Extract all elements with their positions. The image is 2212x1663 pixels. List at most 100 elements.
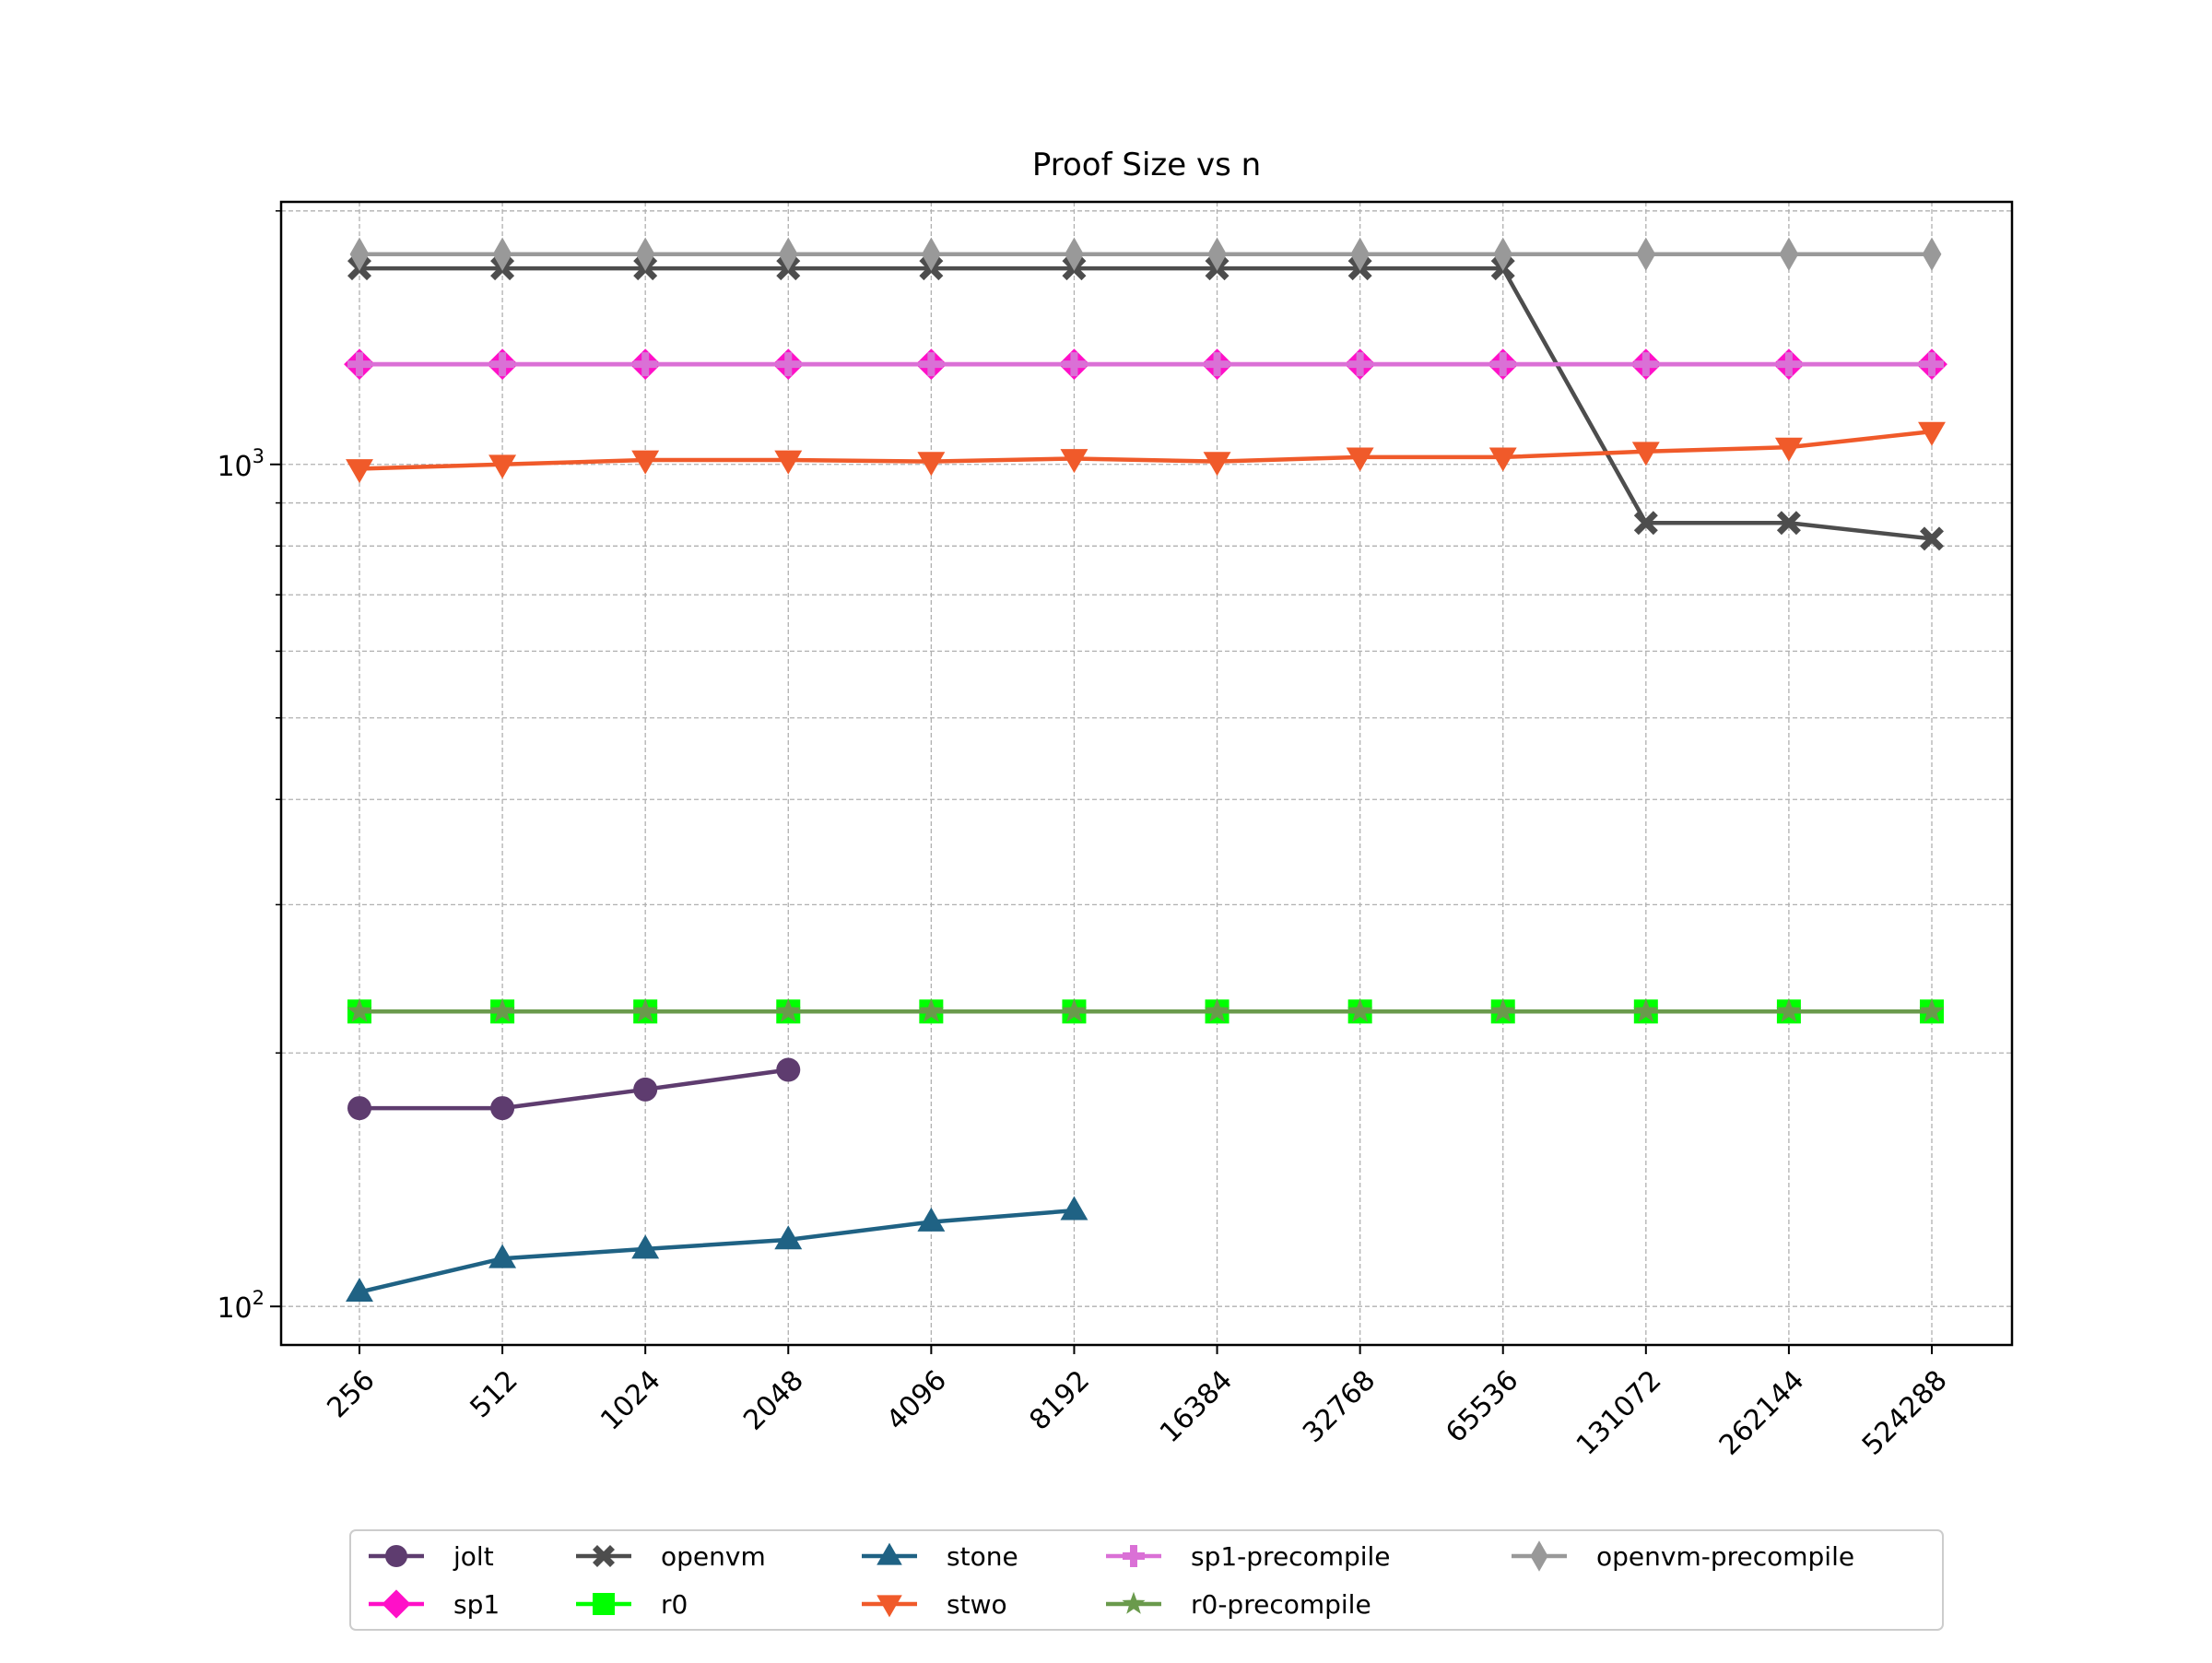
- marker-triangle-down: [1060, 449, 1088, 474]
- marker-x: [1633, 511, 1658, 536]
- marker-triangle-down: [877, 1595, 902, 1618]
- marker-thin-diamond: [349, 237, 370, 271]
- marker-star: [632, 998, 658, 1022]
- marker-thin-diamond: [921, 237, 941, 271]
- marker-triangle-up: [631, 1234, 660, 1259]
- series-r0-precompile: [347, 998, 1945, 1022]
- marker-star: [918, 998, 944, 1022]
- marker-plus: [776, 352, 801, 377]
- marker-star: [1204, 998, 1230, 1022]
- y-tick-label: 103: [217, 445, 265, 483]
- marker-triangle-down: [917, 452, 946, 477]
- marker-triangle-down: [1774, 437, 1803, 462]
- marker-triangle-down: [1488, 447, 1517, 472]
- legend-label: stone: [947, 1541, 1018, 1572]
- marker-square: [593, 1593, 615, 1615]
- marker-plus: [1347, 352, 1372, 377]
- marker-plus: [1920, 352, 1944, 377]
- marker-thin-diamond: [492, 237, 512, 271]
- x-tick-label: 65536: [1440, 1364, 1524, 1449]
- marker-thin-diamond: [1065, 237, 1084, 271]
- legend-label: openvm-precompile: [1596, 1541, 1854, 1572]
- legend-label: sp1-precompile: [1191, 1541, 1391, 1572]
- marker-triangle-up: [346, 1278, 373, 1303]
- x-tick-label: 32768: [1297, 1364, 1382, 1449]
- marker-plus: [633, 352, 658, 377]
- marker-star: [1776, 998, 1802, 1022]
- x-tick-label: 16384: [1154, 1364, 1239, 1449]
- legend-label: stwo: [947, 1589, 1007, 1620]
- marker-star: [775, 998, 801, 1022]
- marker-star: [1490, 998, 1516, 1022]
- legend-item-stone: stone: [862, 1541, 1018, 1572]
- marker-plus: [1633, 352, 1658, 377]
- marker-triangle-up: [774, 1225, 803, 1250]
- marker-plus: [919, 352, 944, 377]
- line-stone: [359, 1208, 1075, 1294]
- series-jolt: [347, 1057, 801, 1121]
- legend-item-sp1-precompile: sp1-precompile: [1106, 1541, 1391, 1572]
- marker-triangle-down: [1203, 452, 1231, 477]
- marker-circle: [490, 1096, 515, 1121]
- marker-star: [1633, 998, 1659, 1022]
- legend-item-r0: r0: [576, 1589, 688, 1620]
- marker-plus: [1205, 352, 1230, 377]
- marker-thin-diamond: [635, 237, 655, 271]
- legend-label: jolt: [453, 1541, 494, 1572]
- marker-star: [489, 998, 515, 1022]
- x-tick-label: 512: [465, 1364, 524, 1424]
- y-axis: 102 103: [217, 210, 281, 1325]
- x-tick-label: 1024: [594, 1364, 667, 1437]
- legend-label: r0-precompile: [1191, 1589, 1371, 1620]
- legend-item-jolt: jolt: [369, 1541, 494, 1572]
- x-tick-label: 131072: [1571, 1364, 1668, 1462]
- chart-title: Proof Size vs n: [1032, 147, 1261, 183]
- marker-triangle-down: [488, 454, 517, 479]
- marker-triangle-down: [1346, 447, 1374, 472]
- marker-star: [1122, 1591, 1146, 1614]
- marker-triangle-down: [631, 450, 660, 475]
- legend-label: sp1: [453, 1589, 500, 1620]
- legend: jolt sp1 openvm r0 stone stwo sp1-precompile r0…: [349, 1529, 1944, 1631]
- marker-triangle-down: [1631, 442, 1660, 466]
- marker-star: [1347, 998, 1373, 1022]
- x-tick-label: 8192: [1023, 1364, 1096, 1437]
- x-tick-label: 262144: [1713, 1364, 1811, 1462]
- marker-circle: [347, 1096, 371, 1121]
- grid: [281, 202, 2012, 1345]
- legend-item-openvm-precompile: openvm-precompile: [1512, 1540, 1854, 1572]
- marker-thin-diamond: [778, 237, 798, 271]
- marker-x: [593, 1545, 615, 1567]
- marker-thin-diamond: [1530, 1540, 1548, 1572]
- marker-triangle-down: [1918, 421, 1946, 446]
- series-group: [344, 237, 1947, 1303]
- marker-plus: [1490, 352, 1515, 377]
- marker-thin-diamond: [1922, 237, 1942, 271]
- marker-triangle-up: [877, 1542, 902, 1565]
- x-tick-label: 524288: [1856, 1364, 1954, 1462]
- line-stwo: [359, 429, 1933, 471]
- series-sp1-precompile: [347, 352, 1944, 377]
- series-stwo: [346, 421, 1946, 484]
- marker-star: [347, 998, 372, 1022]
- legend-label: openvm: [661, 1541, 766, 1572]
- line-jolt: [359, 1067, 789, 1111]
- axes-frame: [279, 200, 2014, 1347]
- line-openvm: [359, 265, 1933, 541]
- marker-triangle-up: [1060, 1196, 1088, 1221]
- series-openvm: [347, 256, 1944, 551]
- marker-circle: [385, 1545, 407, 1567]
- legend-item-openvm: openvm: [576, 1541, 766, 1572]
- marker-x: [1776, 511, 1801, 536]
- marker-plus: [1123, 1545, 1145, 1567]
- x-axis: 256 512 1024 2048 4096 8192 16384 32768 65536 131…: [321, 1345, 1954, 1462]
- marker-plus: [1062, 352, 1087, 377]
- marker-circle: [633, 1077, 658, 1102]
- legend-item-stwo: stwo: [862, 1589, 1007, 1620]
- marker-thin-diamond: [1636, 237, 1656, 271]
- legend-label: r0: [661, 1589, 688, 1620]
- marker-star: [1919, 998, 1945, 1022]
- marker-x: [1920, 526, 1944, 551]
- legend-item-r0-precompile: r0-precompile: [1106, 1589, 1371, 1620]
